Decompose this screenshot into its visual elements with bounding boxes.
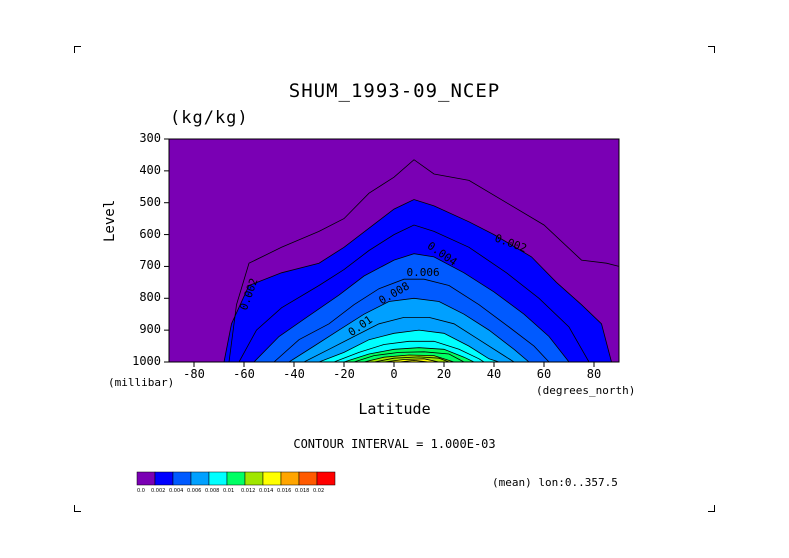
contour-line-1 <box>223 199 612 362</box>
colorbar-label-3: 0.006 <box>187 488 201 494</box>
colorbar-swatch-5 <box>226 471 246 486</box>
colorbar-label-9: 0.018 <box>295 488 309 494</box>
x-tick-label: 0 <box>390 367 398 381</box>
contour-line-5 <box>288 297 530 362</box>
contour-line-7 <box>318 329 500 362</box>
corner-mark-tr <box>708 46 715 53</box>
contour-line-4 <box>273 278 550 362</box>
y-tick-label: 700 <box>139 258 161 273</box>
contour-line-10 <box>353 351 465 362</box>
chart-title: SHUM_1993-09_NCEP <box>288 80 501 102</box>
colorbar-label-5: 0.01 <box>223 488 234 494</box>
corner-mark-tl <box>74 46 81 53</box>
colorbar-label-1: 0.002 <box>151 488 165 494</box>
y-tick-label: 400 <box>139 162 161 177</box>
contour-interval-text: CONTOUR INTERVAL = 1.000E-03 <box>293 437 496 451</box>
x-tick-label: -40 <box>283 367 305 381</box>
contour-line-6 <box>303 316 515 362</box>
colorbar-swatch-8 <box>280 471 300 486</box>
contour-line-14 <box>398 359 430 362</box>
contour-line-9 <box>343 347 475 362</box>
y-tick-label: 900 <box>139 322 161 337</box>
colorbar-swatch-0 <box>136 471 156 486</box>
contour-line-11 <box>363 354 455 362</box>
corner-mark-bl <box>74 505 81 512</box>
x-tick-label: 40 <box>486 367 502 381</box>
contour-line-0 <box>228 159 619 362</box>
colorbar-label-0: 0.0 <box>137 488 145 494</box>
colorbar-swatch-2 <box>172 471 192 486</box>
colorbar-swatch-10 <box>316 471 336 486</box>
colorbar-label-7: 0.014 <box>259 488 273 494</box>
x-tick-label: 20 <box>436 367 452 381</box>
x-unit-label: (degrees_north) <box>536 384 636 397</box>
x-tick-label: 60 <box>536 367 552 381</box>
y-unit-label: (millibar) <box>108 376 175 389</box>
x-tick-label: -80 <box>183 367 205 381</box>
contour-line-3 <box>253 253 570 362</box>
y-tick-label: 300 <box>139 131 161 145</box>
colorbar-swatch-4 <box>208 471 228 486</box>
x-axis-label: Latitude <box>358 400 431 418</box>
colorbar-label-4: 0.008 <box>205 488 219 494</box>
colorbar-swatch-3 <box>190 471 210 486</box>
colorbar-label-2: 0.004 <box>169 488 183 494</box>
colorbar-swatch-1 <box>154 471 174 486</box>
y-tick-label: 800 <box>139 290 161 305</box>
mean-lon-text: (mean) lon:0..357.5 <box>492 476 618 489</box>
colorbar-swatch-9 <box>298 471 318 486</box>
x-tick-label: -60 <box>233 367 255 381</box>
y-tick-label: 600 <box>139 226 161 241</box>
colorbar-label-6: 0.012 <box>241 488 255 494</box>
y-tick-label: 1000 <box>132 354 161 368</box>
corner-mark-br <box>708 505 715 512</box>
x-tick-label: 80 <box>586 367 602 381</box>
colorbar-swatch-6 <box>244 471 264 486</box>
contour-label-2: 0.006 <box>407 266 440 279</box>
x-tick-label: -20 <box>333 367 355 381</box>
colorbar-label-8: 0.016 <box>277 488 291 494</box>
contour-line-12 <box>373 356 450 362</box>
colorbar-label-10: 0.02 <box>313 488 324 494</box>
contour-line-2 <box>238 224 590 362</box>
units-label: (kg/kg) <box>170 108 249 128</box>
contour-line-8 <box>333 340 485 362</box>
y-tick-label: 500 <box>139 194 161 209</box>
contour-line-13 <box>383 358 440 362</box>
colorbar-swatch-7 <box>262 471 282 486</box>
